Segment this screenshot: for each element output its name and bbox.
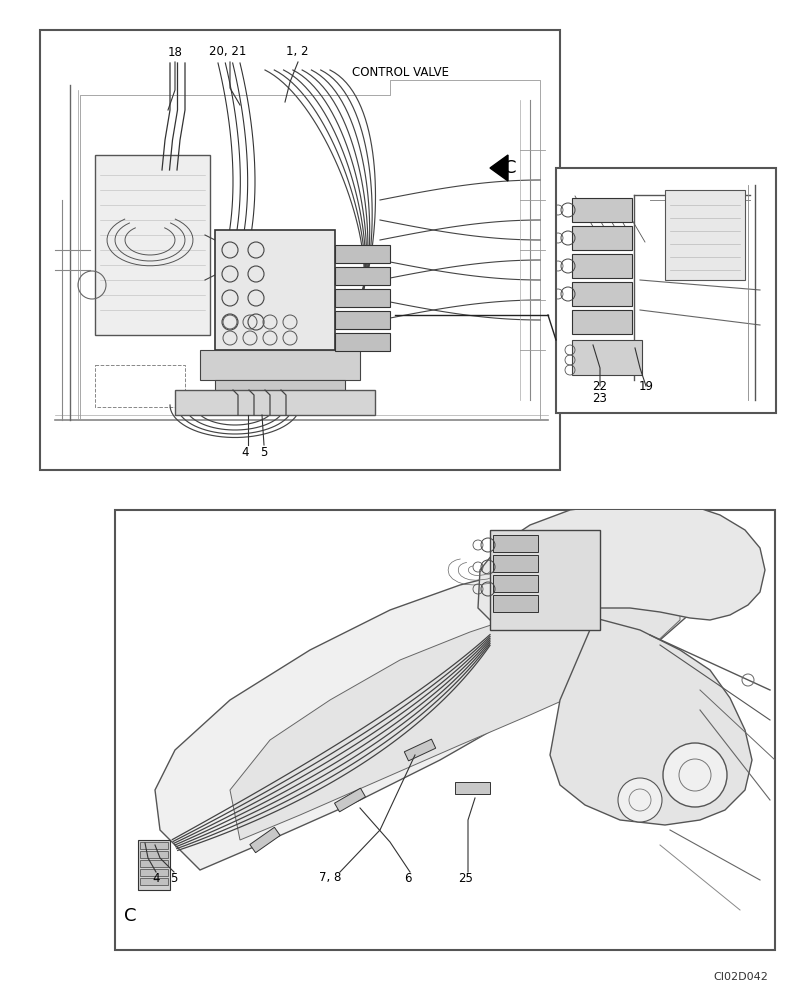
Bar <box>140 860 168 867</box>
Text: 5: 5 <box>260 446 267 458</box>
Text: CONTROL VALVE: CONTROL VALVE <box>351 66 448 79</box>
Bar <box>490 530 600 630</box>
Text: 4: 4 <box>152 871 160 884</box>
Text: 1, 2: 1, 2 <box>286 45 308 58</box>
Bar <box>335 311 390 329</box>
Bar <box>335 333 390 351</box>
Bar <box>335 289 390 307</box>
Bar <box>175 390 375 415</box>
Bar <box>665 190 745 280</box>
Bar <box>493 535 538 552</box>
Bar <box>493 575 538 592</box>
Bar <box>140 869 168 876</box>
Bar <box>493 595 538 612</box>
Bar <box>572 254 632 278</box>
Text: 18: 18 <box>167 45 183 58</box>
Bar <box>572 340 642 375</box>
Bar <box>335 267 390 285</box>
Polygon shape <box>250 827 280 853</box>
Polygon shape <box>335 788 365 812</box>
Polygon shape <box>404 739 436 761</box>
Polygon shape <box>155 525 730 870</box>
Bar <box>140 842 168 849</box>
Text: 19: 19 <box>638 379 654 392</box>
Bar <box>215 380 345 410</box>
Bar <box>556 168 776 413</box>
Bar <box>455 782 490 794</box>
Text: 23: 23 <box>592 392 608 406</box>
Bar <box>493 555 538 572</box>
Bar <box>40 30 560 470</box>
Bar <box>572 198 632 222</box>
Bar <box>215 230 335 350</box>
Bar <box>200 350 360 380</box>
Polygon shape <box>490 155 508 181</box>
Bar <box>572 282 632 306</box>
Text: C: C <box>124 907 137 925</box>
Text: 20, 21: 20, 21 <box>209 45 246 58</box>
Bar <box>335 245 390 263</box>
Text: 25: 25 <box>459 871 473 884</box>
Text: 5: 5 <box>170 871 178 884</box>
Text: C: C <box>503 159 516 177</box>
Bar <box>572 226 632 250</box>
Circle shape <box>618 778 662 822</box>
Text: CI02D042: CI02D042 <box>713 972 768 982</box>
Bar <box>140 851 168 858</box>
Polygon shape <box>230 588 680 840</box>
Bar <box>572 310 632 334</box>
Text: 22: 22 <box>592 379 608 392</box>
Polygon shape <box>550 618 752 825</box>
Bar <box>115 510 775 950</box>
Text: 7, 8: 7, 8 <box>319 871 341 884</box>
Bar <box>95 365 185 407</box>
Bar <box>138 840 170 890</box>
Text: 6: 6 <box>404 871 412 884</box>
Bar <box>140 878 168 885</box>
Bar <box>95 155 210 335</box>
Circle shape <box>663 743 727 807</box>
Text: 4: 4 <box>242 446 249 458</box>
Polygon shape <box>478 502 765 620</box>
